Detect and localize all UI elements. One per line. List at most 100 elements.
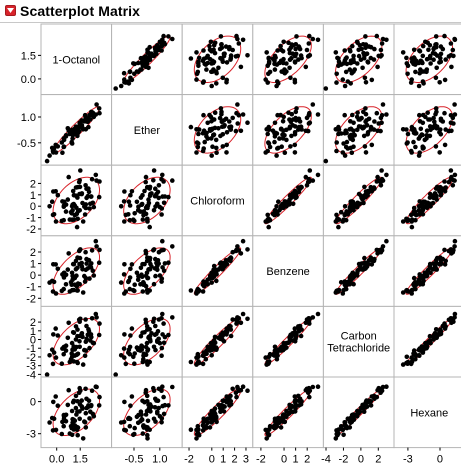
- data-point: [405, 71, 410, 77]
- x-tick-label: 0.0: [49, 454, 64, 466]
- data-point: [147, 57, 153, 62]
- data-point: [438, 59, 444, 64]
- data-point: [409, 219, 415, 224]
- matrix-cell-r1-c1: Ether: [111, 94, 183, 166]
- y-tick-label: -2: [26, 224, 36, 236]
- data-point: [59, 431, 65, 437]
- red-triangle-menu-icon[interactable]: [5, 5, 16, 16]
- y-tick-label: -3: [26, 429, 36, 441]
- data-point: [358, 266, 364, 272]
- data-point: [379, 247, 384, 252]
- data-point: [432, 119, 437, 125]
- data-point: [212, 268, 218, 274]
- data-point: [216, 126, 221, 131]
- data-point: [265, 63, 271, 69]
- data-point: [270, 352, 276, 358]
- data-point: [336, 217, 341, 222]
- data-point: [342, 112, 348, 118]
- data-point: [113, 372, 118, 377]
- data-point: [129, 189, 135, 194]
- data-point: [230, 317, 235, 322]
- data-point: [267, 144, 273, 150]
- x-tick-label: 0: [281, 454, 287, 466]
- data-point: [442, 142, 448, 148]
- data-point: [209, 83, 214, 89]
- data-point: [348, 145, 354, 151]
- data-point: [238, 128, 244, 134]
- data-point: [84, 115, 89, 121]
- data-point: [212, 411, 218, 417]
- data-point: [228, 327, 234, 332]
- data-point: [220, 144, 226, 149]
- data-point: [127, 351, 133, 357]
- data-point: [221, 118, 227, 123]
- data-point: [156, 183, 162, 188]
- data-point: [161, 40, 167, 46]
- data-point: [424, 344, 430, 350]
- data-point: [277, 420, 282, 426]
- data-point: [196, 55, 202, 61]
- data-point: [234, 33, 239, 39]
- data-point: [144, 340, 150, 346]
- data-point: [159, 279, 164, 284]
- data-point: [350, 112, 355, 118]
- data-point: [334, 148, 339, 154]
- data-point: [417, 150, 423, 155]
- data-point: [365, 261, 371, 267]
- data-point: [87, 345, 92, 351]
- data-point: [73, 124, 79, 129]
- data-point: [194, 77, 199, 82]
- data-point: [161, 394, 166, 400]
- data-point: [424, 273, 430, 279]
- data-point: [60, 199, 65, 204]
- data-point: [157, 204, 163, 210]
- data-point: [47, 420, 52, 425]
- data-point: [71, 261, 77, 267]
- y-tick-label: 0.0: [21, 74, 36, 86]
- data-point: [80, 406, 85, 411]
- data-point: [194, 150, 199, 155]
- data-point: [149, 331, 154, 336]
- data-point: [212, 40, 218, 46]
- data-point: [336, 224, 341, 230]
- data-point: [159, 316, 164, 321]
- data-point: [188, 124, 194, 130]
- data-point: [147, 337, 153, 342]
- data-point: [83, 249, 88, 255]
- data-point: [338, 209, 344, 215]
- data-point: [140, 192, 145, 198]
- data-point: [368, 403, 374, 408]
- data-point: [97, 247, 102, 253]
- data-point: [452, 112, 458, 117]
- data-point: [368, 184, 374, 190]
- data-point: [421, 199, 426, 204]
- data-point: [280, 132, 285, 137]
- data-point: [307, 53, 313, 58]
- y-tick-label: -1: [26, 213, 36, 225]
- cell-frame: [252, 235, 324, 307]
- data-point: [75, 184, 80, 190]
- data-point: [293, 115, 298, 121]
- data-point: [421, 145, 426, 151]
- data-point: [348, 415, 354, 421]
- data-point: [160, 332, 165, 337]
- data-point: [44, 372, 50, 377]
- matrix-cell-r3-c5: [393, 235, 461, 307]
- data-point: [417, 112, 422, 118]
- data-point: [347, 47, 353, 53]
- data-point: [143, 352, 149, 358]
- data-point: [143, 283, 149, 289]
- data-point: [235, 384, 240, 390]
- data-point: [374, 33, 380, 39]
- matrix-cell-r0-c2: [181, 23, 254, 96]
- data-point: [134, 69, 140, 74]
- data-point: [84, 119, 89, 124]
- data-point: [303, 64, 309, 70]
- data-point: [49, 278, 55, 284]
- data-point: [220, 330, 226, 336]
- data-point: [363, 80, 369, 85]
- data-point: [166, 403, 171, 408]
- data-point: [265, 131, 271, 137]
- data-point: [413, 69, 418, 75]
- data-point: [139, 274, 145, 280]
